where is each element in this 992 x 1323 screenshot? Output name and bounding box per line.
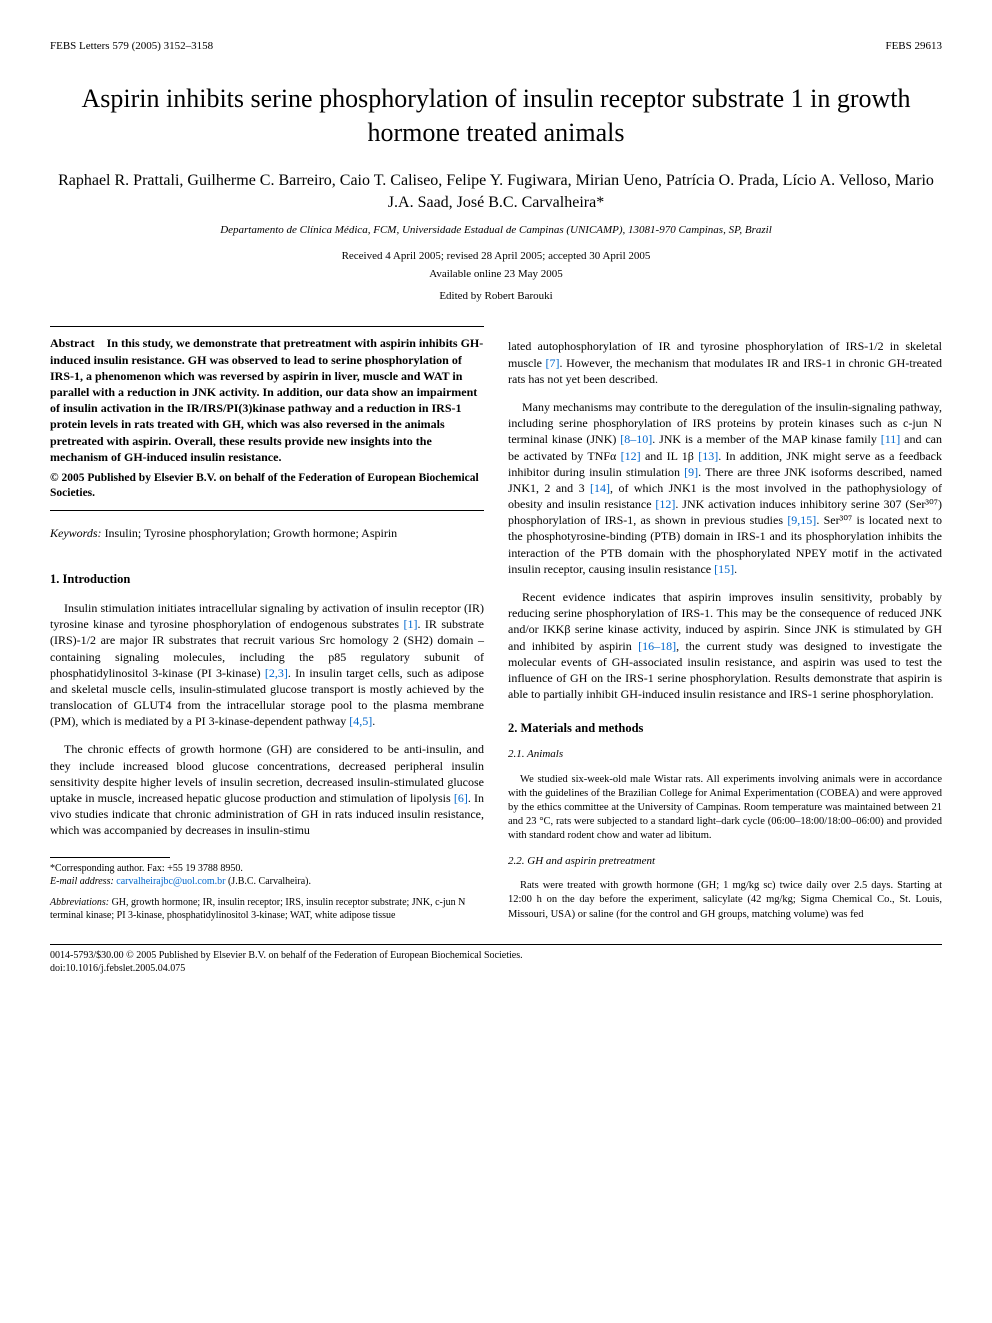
- ref-link[interactable]: [1]: [403, 617, 417, 631]
- ref-link[interactable]: [12]: [655, 497, 675, 511]
- email-link[interactable]: carvalheirajbc@uol.com.br: [116, 876, 225, 887]
- methods-gh-text: Rats were treated with growth hormone (G…: [508, 879, 942, 922]
- ref-link[interactable]: [11]: [881, 432, 901, 446]
- page: FEBS Letters 579 (2005) 3152–3158 FEBS 2…: [0, 0, 992, 1005]
- ref-link[interactable]: [6]: [454, 791, 468, 805]
- abbreviations: Abbreviations: GH, growth hormone; IR, i…: [50, 896, 484, 922]
- ref-link[interactable]: [4,5]: [349, 714, 372, 728]
- email-name: (J.B.C. Carvalheira).: [228, 876, 311, 887]
- footnote-separator: [50, 857, 170, 858]
- intro-para-1: Insulin stimulation initiates intracellu…: [50, 600, 484, 730]
- ref-link[interactable]: [12]: [621, 449, 641, 463]
- keywords: Keywords: Insulin; Tyrosine phosphorylat…: [50, 525, 484, 541]
- col2-para-2: Many mechanisms may contribute to the de…: [508, 399, 942, 577]
- col2-para-1: lated autophosphorylation of IR and tyro…: [508, 338, 942, 387]
- right-column: lated autophosphorylation of IR and tyro…: [508, 326, 942, 932]
- header-right: FEBS 29613: [885, 40, 942, 52]
- corresponding-author-note: *Corresponding author. Fax: +55 19 3788 …: [50, 862, 484, 875]
- ref-link[interactable]: [13]: [698, 449, 718, 463]
- ref-link[interactable]: [9]: [684, 465, 698, 479]
- left-column: Abstract In this study, we demonstrate t…: [50, 326, 484, 932]
- subsection-animals: 2.1. Animals: [508, 747, 942, 762]
- section-intro-heading: 1. Introduction: [50, 571, 484, 588]
- ref-link[interactable]: [16–18]: [638, 639, 676, 653]
- abstract-copyright: © 2005 Published by Elsevier B.V. on beh…: [50, 471, 484, 502]
- footer-doi: doi:10.1016/j.febslet.2005.04.075: [50, 962, 942, 975]
- intro-para-2: The chronic effects of growth hormone (G…: [50, 741, 484, 838]
- article-title: Aspirin inhibits serine phosphorylation …: [50, 82, 942, 150]
- ref-link[interactable]: [8–10]: [620, 432, 652, 446]
- authors: Raphael R. Prattali, Guilherme C. Barrei…: [50, 170, 942, 215]
- section-methods-heading: 2. Materials and methods: [508, 720, 942, 737]
- keywords-text: Insulin; Tyrosine phosphorylation; Growt…: [105, 526, 398, 540]
- abstract-text: In this study, we demonstrate that pretr…: [50, 336, 483, 463]
- ref-link[interactable]: [7]: [546, 356, 560, 370]
- running-header: FEBS Letters 579 (2005) 3152–3158 FEBS 2…: [50, 40, 942, 52]
- abbrev-label: Abbreviations:: [50, 897, 109, 908]
- col2-para-3: Recent evidence indicates that aspirin i…: [508, 589, 942, 702]
- ref-link[interactable]: [2,3]: [265, 666, 288, 680]
- email-label: E-mail address:: [50, 876, 114, 887]
- subsection-gh-aspirin: 2.2. GH and aspirin pretreatment: [508, 854, 942, 869]
- editor: Edited by Robert Barouki: [50, 290, 942, 302]
- email-line: E-mail address: carvalheirajbc@uol.com.b…: [50, 875, 484, 888]
- methods-animals-text: We studied six-week-old male Wistar rats…: [508, 773, 942, 844]
- abbrev-text: GH, growth hormone; IR, insulin receptor…: [50, 897, 465, 921]
- ref-link[interactable]: [14]: [590, 481, 610, 495]
- available-online: Available online 23 May 2005: [50, 268, 942, 280]
- header-left: FEBS Letters 579 (2005) 3152–3158: [50, 40, 213, 52]
- page-footer: 0014-5793/$30.00 © 2005 Published by Els…: [50, 944, 942, 975]
- keywords-label: Keywords:: [50, 526, 102, 540]
- affiliation: Departamento de Clínica Médica, FCM, Uni…: [50, 224, 942, 236]
- footer-copyright: 0014-5793/$30.00 © 2005 Published by Els…: [50, 949, 942, 962]
- abstract-block: Abstract In this study, we demonstrate t…: [50, 326, 484, 511]
- abstract-label: Abstract: [50, 336, 95, 350]
- dates: Received 4 April 2005; revised 28 April …: [50, 250, 942, 262]
- two-column-body: Abstract In this study, we demonstrate t…: [50, 326, 942, 932]
- ref-link[interactable]: [15]: [714, 562, 734, 576]
- ref-link[interactable]: [9,15]: [787, 513, 816, 527]
